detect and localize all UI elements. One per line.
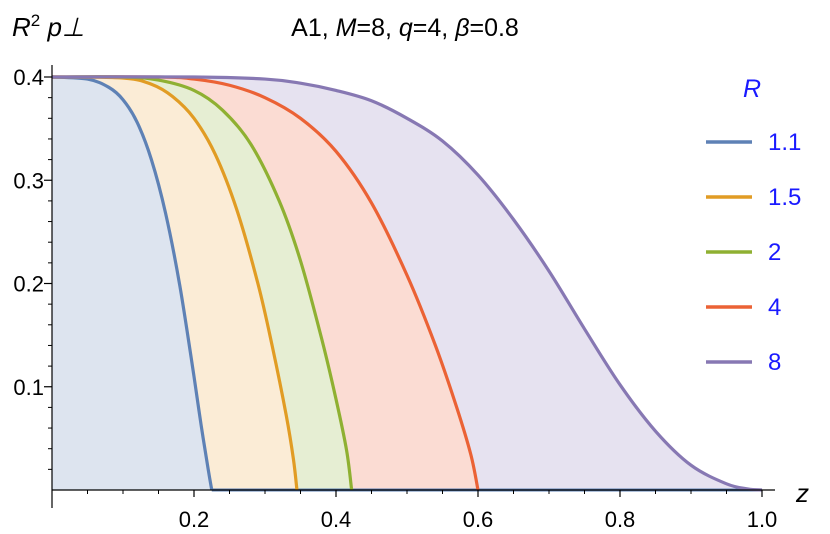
ticks (44, 76, 763, 497)
area-fill-1-1 (52, 77, 212, 490)
x-tick-label: 0.2 (179, 507, 210, 532)
y-axis-label: R2 p⊥ (12, 11, 85, 42)
legend-label: 1.1 (768, 129, 801, 156)
tick-labels: 0.2 0.4 0.6 0.8 1.0 0.1 0.2 0.3 0.4 (13, 65, 777, 532)
x-tick-label: 0.8 (605, 507, 636, 532)
series-line-2 (51, 75, 354, 491)
series-line-1-1 (51, 75, 214, 491)
legend-label: 2 (768, 239, 781, 266)
x-axis-label: z (795, 478, 809, 508)
legend-title: R (743, 75, 761, 103)
y-tick-label: 0.3 (13, 168, 44, 193)
legend-label: 1.5 (768, 184, 801, 211)
x-tick-label: 1.0 (747, 507, 778, 532)
y-tick-label: 0.4 (13, 65, 44, 90)
series-line-4 (51, 75, 480, 491)
y-tick-label: 0.2 (13, 272, 44, 297)
series-line-1-5 (51, 75, 299, 491)
series-line-8 (51, 75, 763, 492)
y-tick-label: 0.1 (13, 375, 44, 400)
legend-label: 4 (768, 294, 781, 321)
legend-label: 8 (768, 349, 781, 376)
legend: R 1.1 1.5 2 4 8 (706, 75, 801, 376)
x-tick-label: 0.4 (321, 507, 352, 532)
area-fills (52, 76, 762, 491)
chart-title: A1, M=8, q=4, β=0.8 (291, 14, 519, 42)
legend-items: 1.1 1.5 2 4 8 (706, 129, 801, 376)
x-tick-label: 0.6 (463, 507, 494, 532)
